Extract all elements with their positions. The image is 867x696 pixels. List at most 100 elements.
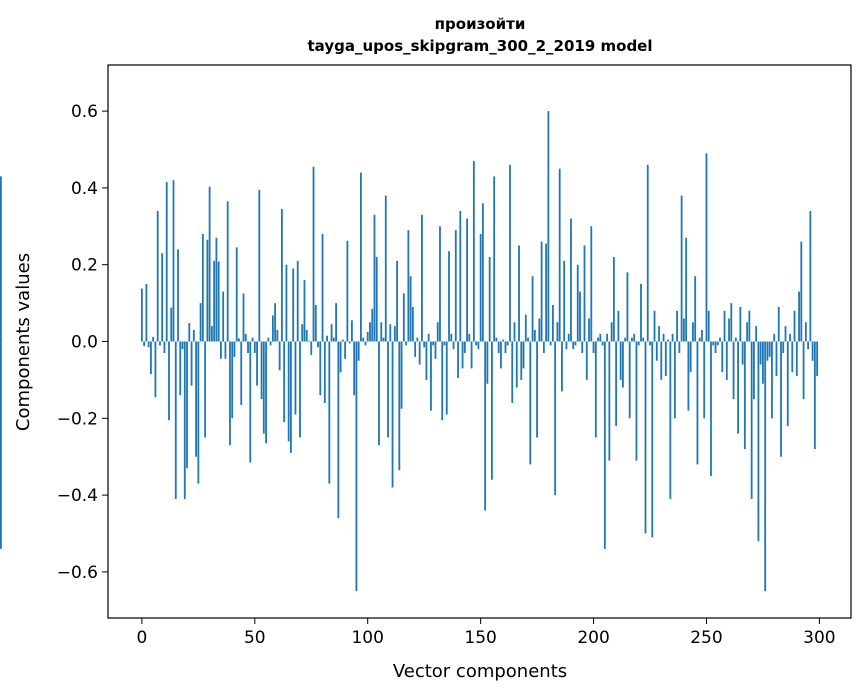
bar bbox=[299, 341, 301, 438]
bar bbox=[247, 341, 249, 354]
bar bbox=[504, 341, 507, 354]
bar bbox=[434, 341, 437, 359]
bar bbox=[495, 337, 498, 342]
bar bbox=[732, 341, 735, 400]
bar bbox=[757, 341, 760, 542]
bar bbox=[416, 337, 419, 342]
bar bbox=[486, 341, 489, 384]
bar bbox=[520, 341, 523, 380]
bar bbox=[768, 341, 771, 357]
bar bbox=[393, 326, 396, 342]
bar bbox=[215, 237, 218, 342]
bar bbox=[698, 337, 701, 342]
bar bbox=[775, 341, 778, 377]
bar bbox=[551, 305, 554, 342]
bar bbox=[463, 341, 466, 354]
x-tick-label: 100 bbox=[351, 628, 383, 648]
bar bbox=[421, 214, 423, 342]
bar bbox=[357, 341, 360, 361]
bar bbox=[511, 341, 514, 403]
bar bbox=[759, 341, 762, 365]
bar bbox=[692, 322, 694, 342]
bar bbox=[0, 337, 2, 342]
bar bbox=[337, 341, 340, 519]
bar bbox=[484, 341, 487, 511]
bar bbox=[522, 341, 525, 369]
bar bbox=[351, 320, 353, 342]
bar bbox=[183, 341, 186, 499]
bar bbox=[177, 249, 179, 342]
bar bbox=[725, 341, 728, 380]
bar bbox=[0, 341, 2, 549]
bar bbox=[536, 341, 538, 438]
bar bbox=[701, 329, 703, 342]
x-tick-label: 250 bbox=[690, 628, 722, 648]
bar bbox=[545, 243, 548, 342]
bar bbox=[472, 161, 475, 342]
bar bbox=[400, 341, 403, 409]
bar bbox=[570, 218, 572, 342]
bar bbox=[680, 195, 683, 342]
bar bbox=[269, 341, 272, 346]
x-tick-label: 150 bbox=[464, 628, 496, 648]
bar bbox=[567, 333, 570, 342]
bar bbox=[497, 341, 500, 354]
bar bbox=[321, 233, 324, 342]
y-tick-label: 0.4 bbox=[71, 179, 98, 199]
bar bbox=[664, 341, 667, 377]
bar bbox=[224, 341, 227, 359]
bar bbox=[341, 339, 344, 342]
bar bbox=[786, 341, 789, 426]
bar bbox=[527, 337, 529, 342]
bar bbox=[617, 310, 620, 342]
bar bbox=[423, 341, 426, 348]
bar bbox=[540, 241, 543, 342]
bar bbox=[737, 341, 739, 434]
bar bbox=[210, 326, 213, 342]
bar bbox=[603, 341, 606, 549]
bar bbox=[626, 272, 629, 342]
bar bbox=[640, 283, 642, 342]
bar bbox=[244, 333, 247, 342]
bar bbox=[436, 322, 439, 342]
bar bbox=[143, 341, 146, 347]
bar bbox=[159, 341, 161, 346]
bar bbox=[242, 293, 245, 342]
bar bbox=[308, 340, 310, 342]
bar bbox=[802, 341, 805, 400]
bar bbox=[533, 329, 536, 342]
bar bbox=[427, 333, 430, 342]
bar bbox=[782, 341, 785, 354]
bar bbox=[303, 280, 306, 342]
bar bbox=[253, 341, 256, 354]
bar bbox=[364, 341, 367, 346]
bar bbox=[461, 341, 464, 369]
bar bbox=[314, 305, 317, 342]
bar bbox=[292, 268, 295, 342]
bar bbox=[285, 264, 288, 342]
bar bbox=[319, 341, 322, 396]
bar bbox=[360, 172, 362, 342]
chart-subtitle: tayga_upos_skipgram_300_2_2019 model bbox=[308, 37, 653, 55]
bar bbox=[274, 303, 277, 342]
bar bbox=[554, 341, 557, 496]
bar bbox=[445, 341, 448, 415]
bar bbox=[622, 341, 624, 388]
bar bbox=[660, 341, 663, 380]
bar bbox=[468, 333, 471, 342]
bar bbox=[152, 336, 155, 342]
bar bbox=[238, 338, 240, 342]
bar bbox=[199, 303, 202, 342]
bar bbox=[743, 341, 746, 450]
bar bbox=[402, 293, 405, 342]
bar bbox=[190, 341, 193, 386]
bar bbox=[154, 341, 157, 398]
bar bbox=[206, 239, 209, 342]
bar bbox=[714, 341, 717, 354]
bar bbox=[739, 306, 742, 342]
y-tick-label: −0.2 bbox=[57, 409, 98, 429]
bar bbox=[651, 341, 654, 538]
bar bbox=[375, 257, 378, 342]
bar bbox=[734, 337, 737, 342]
bar bbox=[642, 337, 645, 342]
